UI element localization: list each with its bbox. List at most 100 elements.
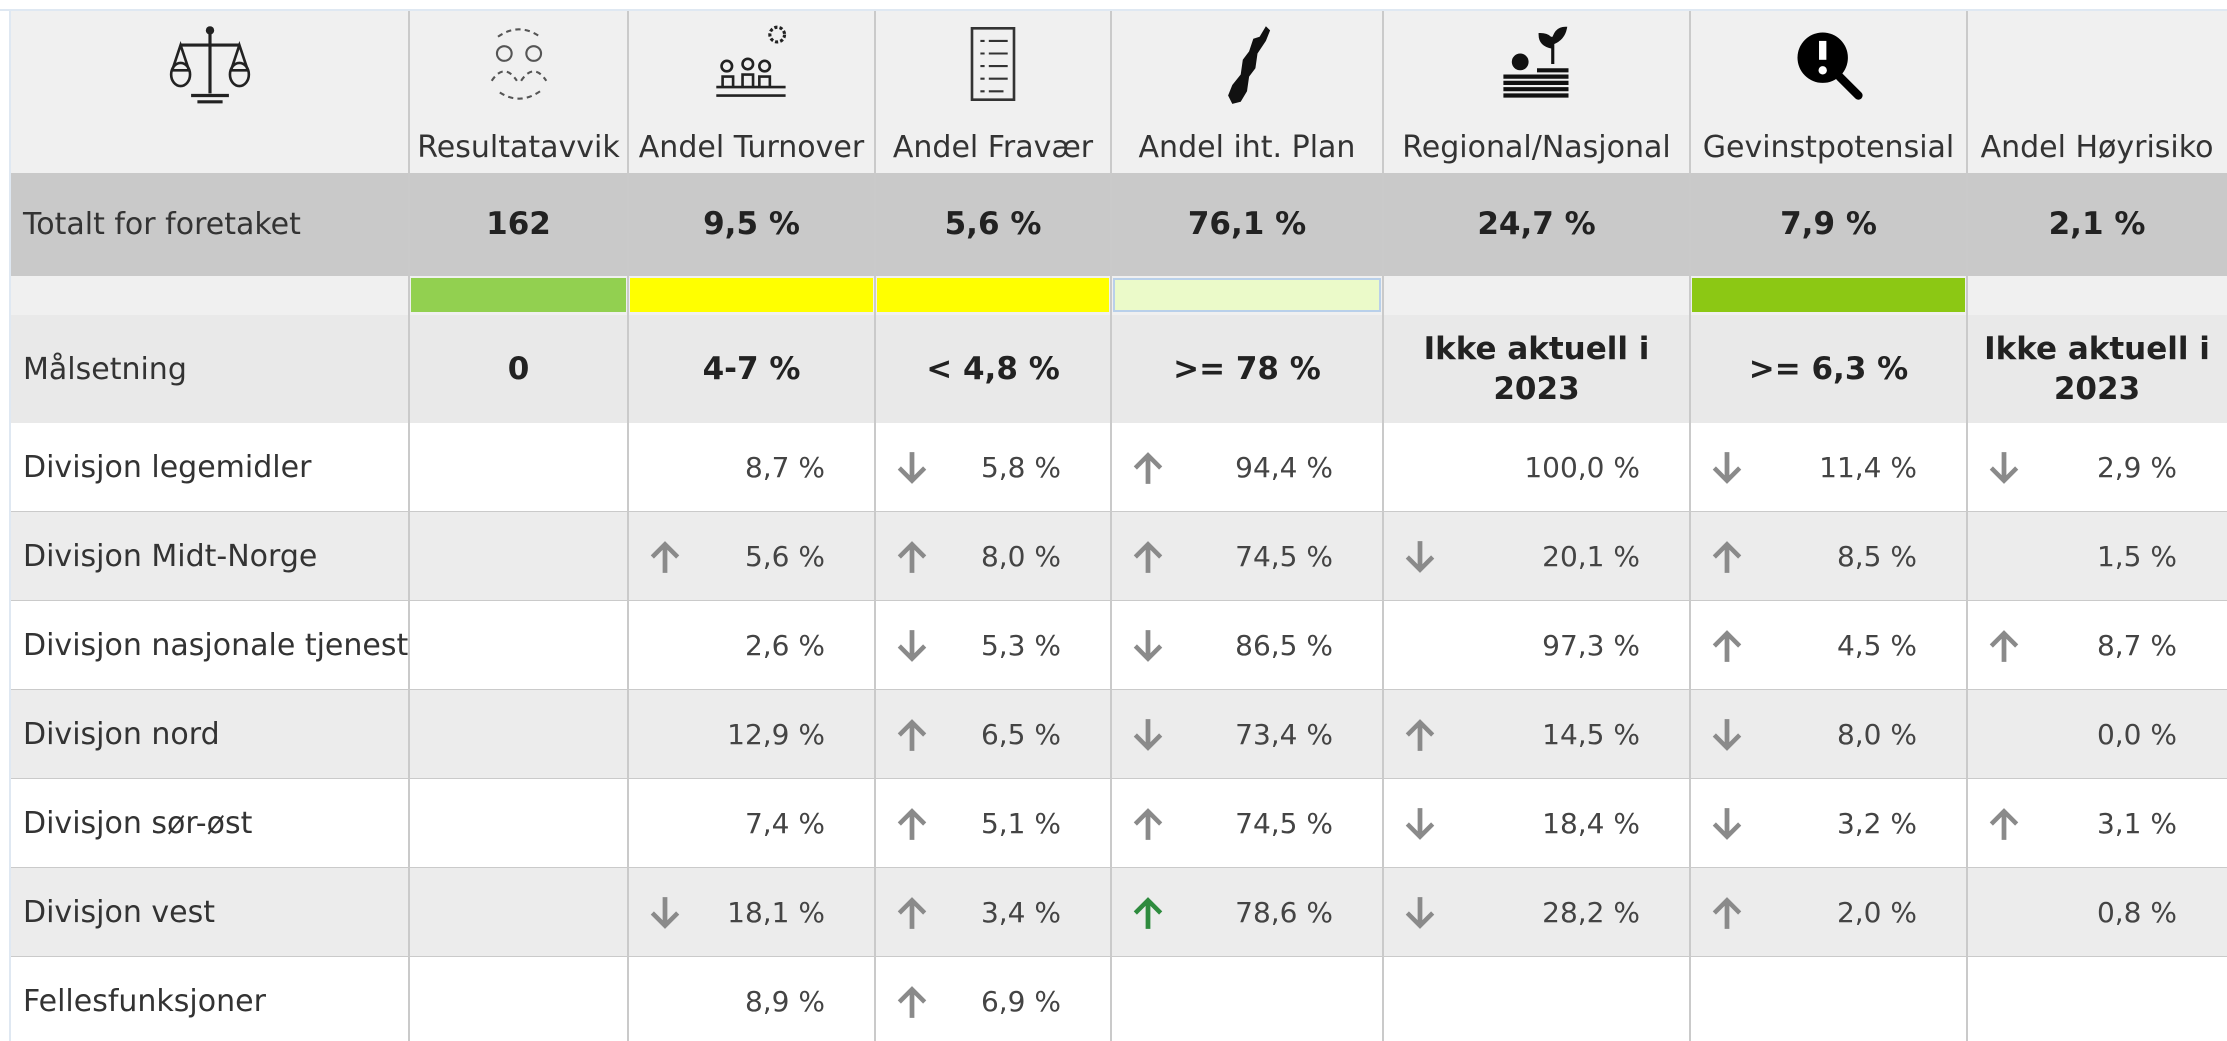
row-bg bbox=[11, 957, 2227, 1041]
status-bar bbox=[630, 278, 873, 312]
row-label: Fellesfunksjoner bbox=[23, 984, 266, 1019]
cell-value: 74,5 % bbox=[1111, 779, 1383, 868]
total-value: 7,9 % bbox=[1780, 206, 1877, 243]
row-label: Divisjon sør-øst bbox=[23, 806, 253, 841]
value-text: 74,5 % bbox=[1235, 807, 1333, 840]
cell-value: 0,0 % bbox=[1967, 690, 2227, 779]
total-value: 5,6 % bbox=[944, 206, 1042, 243]
target-value: >= 78 % bbox=[1173, 350, 1321, 387]
cell-value: 14,5 % bbox=[1383, 690, 1690, 779]
value-text: 3,2 % bbox=[1836, 807, 1917, 840]
cell-value: 2,0 % bbox=[1690, 868, 1967, 957]
cell-value: 8,0 % bbox=[1690, 690, 1967, 779]
arrow-up bbox=[1712, 896, 1742, 929]
value-text: 97,3 % bbox=[1542, 629, 1640, 662]
arrow-up bbox=[897, 718, 927, 751]
cell-value: 7,4 % bbox=[628, 779, 875, 868]
row-bg bbox=[11, 779, 2227, 868]
frame-top bbox=[0, 9, 2227, 11]
column-header: Andel iht. Plan bbox=[1138, 130, 1356, 165]
column-icon bbox=[1797, 32, 1863, 100]
row-label: Totalt for foretaket bbox=[23, 207, 301, 242]
column-divider bbox=[627, 11, 629, 1041]
value-text: 14,5 % bbox=[1542, 718, 1640, 751]
value-text: 2,0 % bbox=[1836, 896, 1917, 929]
cell-value: 5,8 % bbox=[875, 423, 1111, 512]
arrow-up bbox=[1712, 629, 1742, 662]
cell-value: 5,3 % bbox=[875, 601, 1111, 690]
status-bar bbox=[877, 278, 1109, 312]
status-bar bbox=[1692, 278, 1965, 312]
arrow-up bbox=[650, 540, 680, 573]
cell-value: 4,5 % bbox=[1690, 601, 1967, 690]
value-text: 4,5 % bbox=[1836, 629, 1917, 662]
cell-value: 18,1 % bbox=[628, 868, 875, 957]
row-label: Målsetning bbox=[23, 351, 187, 387]
value-text: 2,9 % bbox=[2096, 451, 2177, 484]
column-divider bbox=[1689, 11, 1691, 1041]
column-divider bbox=[1382, 11, 1384, 1041]
arrow-down bbox=[1712, 718, 1742, 751]
cell-value: 8,7 % bbox=[628, 423, 875, 512]
column-divider bbox=[1110, 11, 1112, 1041]
arrow-down bbox=[1712, 807, 1742, 840]
cell-value: 86,5 % bbox=[1111, 601, 1383, 690]
arrow-up bbox=[1133, 807, 1163, 840]
value-text: 12,9 % bbox=[727, 718, 825, 751]
target-value: Ikke aktuell i 2023 bbox=[1423, 330, 1650, 407]
column-icon bbox=[970, 26, 1016, 102]
value-text: 78,6 % bbox=[1235, 896, 1333, 929]
value-text: 8,0 % bbox=[980, 540, 1061, 573]
row-bg bbox=[11, 423, 2227, 512]
arrow-down bbox=[1133, 718, 1163, 751]
value-text: 5,8 % bbox=[980, 451, 1061, 484]
value-text: 73,4 % bbox=[1235, 718, 1333, 751]
frame-left bbox=[9, 9, 11, 1041]
value-text: 8,7 % bbox=[2096, 629, 2177, 662]
column-icon bbox=[715, 25, 786, 97]
cell-value: 73,4 % bbox=[1111, 690, 1383, 779]
value-text: 8,7 % bbox=[744, 451, 825, 484]
column-header: Andel Fravær bbox=[892, 130, 1094, 165]
arrow-down bbox=[1405, 540, 1435, 573]
value-text: 28,2 % bbox=[1542, 896, 1640, 929]
column-divider bbox=[1966, 11, 1968, 1041]
cell-value: 2,9 % bbox=[1967, 423, 2227, 512]
cell-value: 11,4 % bbox=[1690, 423, 1967, 512]
value-text: 94,4 % bbox=[1235, 451, 1333, 484]
cell-value: 3,2 % bbox=[1690, 779, 1967, 868]
value-text: 3,1 % bbox=[2096, 807, 2177, 840]
value-text: 0,0 % bbox=[2096, 718, 2177, 751]
cell-value: 5,6 % bbox=[628, 512, 875, 601]
value-text: 5,1 % bbox=[980, 807, 1061, 840]
arrow-up bbox=[897, 540, 927, 573]
target-value: 4-7 % bbox=[702, 350, 801, 387]
arrow-down bbox=[1989, 451, 2019, 484]
value-text: 86,5 % bbox=[1235, 629, 1333, 662]
arrow-up bbox=[1133, 451, 1163, 484]
target-value: 0 bbox=[507, 350, 530, 387]
column-divider bbox=[408, 11, 410, 1041]
row-label: Divisjon vest bbox=[23, 895, 215, 930]
value-text: 18,4 % bbox=[1542, 807, 1640, 840]
target-value: < 4,8 % bbox=[926, 350, 1060, 387]
cell-value: 1,5 % bbox=[1967, 512, 2227, 601]
cell-value: 3,4 % bbox=[875, 868, 1111, 957]
total-value: 9,5 % bbox=[703, 206, 800, 243]
row-label: Divisjon Midt-Norge bbox=[23, 539, 318, 574]
row-label: Divisjon nasjonale tjenester bbox=[23, 628, 409, 663]
total-value: 76,1 % bbox=[1187, 206, 1307, 243]
arrow-up bbox=[897, 896, 927, 929]
column-header: Gevinstpotensial bbox=[1702, 130, 1955, 165]
row-bg bbox=[11, 868, 2227, 957]
row-bg bbox=[11, 601, 2227, 690]
value-text: 8,5 % bbox=[1836, 540, 1917, 573]
arrow-up bbox=[1405, 718, 1435, 751]
arrow-up bbox=[1133, 540, 1163, 573]
total-value: 24,7 % bbox=[1477, 206, 1596, 243]
cell-value: 28,2 % bbox=[1383, 868, 1690, 957]
column-icon bbox=[1228, 26, 1271, 104]
arrow-down bbox=[897, 629, 927, 662]
column-icon bbox=[1502, 26, 1568, 98]
arrow-up bbox=[1133, 896, 1163, 929]
